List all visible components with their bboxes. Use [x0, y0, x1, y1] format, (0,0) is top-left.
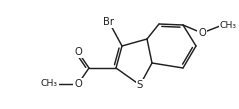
Text: CH₃: CH₃: [220, 21, 237, 31]
Text: O: O: [74, 79, 82, 89]
Text: CH₃: CH₃: [41, 79, 58, 89]
Text: O: O: [74, 47, 82, 57]
Text: Br: Br: [103, 17, 114, 27]
Text: S: S: [137, 80, 143, 90]
Text: O: O: [198, 28, 206, 38]
